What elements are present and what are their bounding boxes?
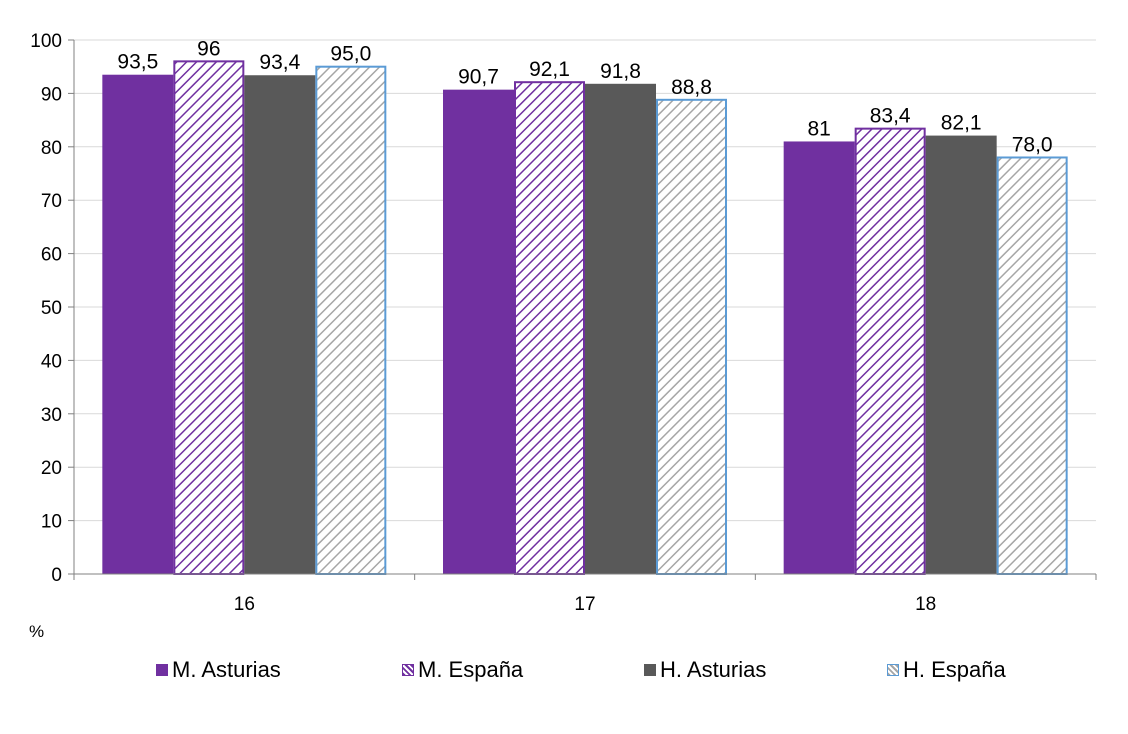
y-tick-label: 0 [51,565,62,586]
y-tick-label: 20 [41,458,62,479]
legend-swatch-h-asturias [644,664,656,676]
bar [443,89,514,575]
legend-swatch-h-espana [887,664,899,676]
y-tick-label: 40 [41,351,62,372]
data-label: 83,4 [870,105,911,128]
bar [783,141,855,574]
bar [925,135,997,574]
data-label: 93,4 [259,51,300,74]
bar [315,65,387,575]
x-tick-label: 17 [574,594,595,615]
y-axis-unit-label: % [29,622,45,641]
x-tick-label: 16 [234,594,255,615]
y-tick-label: 80 [41,138,62,159]
y-tick-label: 10 [41,512,62,533]
data-label: 90,7 [458,66,499,89]
legend: M. Asturias M. España H. Asturias H. Esp… [0,657,1128,685]
y-tick-label: 90 [41,84,62,105]
bar [173,60,245,576]
data-label: 81 [807,117,830,140]
data-label: 88,8 [671,76,712,99]
y-tick-label: 30 [41,405,62,426]
data-label: 93,5 [117,51,158,74]
y-tick-label: 100 [30,31,62,52]
x-tick-label: 18 [915,594,936,615]
legend-item-m-asturias: M. Asturias [156,657,281,683]
bar [514,81,585,575]
y-tick-label: 70 [41,191,62,212]
legend-item-h-espana: H. España [887,657,1006,683]
legend-swatch-m-asturias [156,664,168,676]
bar [585,83,656,575]
y-tick-label: 50 [41,298,62,319]
legend-label: H. Asturias [660,657,767,682]
legend-item-h-asturias: H. Asturias [644,657,766,683]
data-label: 96 [197,37,220,60]
bar [656,98,727,575]
legend-label: H. España [903,657,1006,682]
bar [244,75,316,574]
legend-label: M. España [418,657,524,682]
legend-label: M. Asturias [172,657,281,682]
y-tick-label: 60 [41,245,62,266]
data-label: 82,1 [941,112,982,135]
bar [996,156,1068,575]
bar [854,127,926,575]
bar [102,74,174,575]
legend-item-m-espana: M. España [402,657,523,683]
data-label: 92,1 [529,58,570,81]
data-label: 95,0 [330,43,371,66]
legend-swatch-m-espana [402,664,414,676]
data-label: 91,8 [600,60,641,83]
data-label: 78,0 [1012,133,1053,156]
